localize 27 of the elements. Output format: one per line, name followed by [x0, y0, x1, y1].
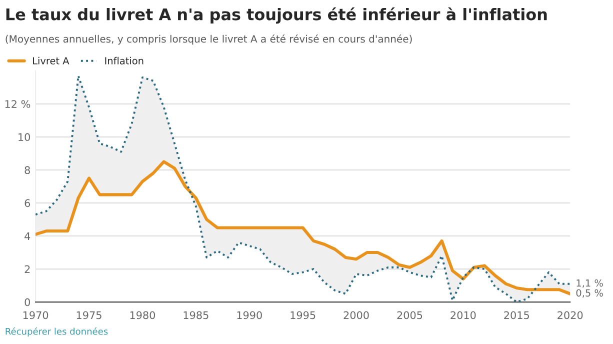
line-series — [36, 160, 570, 296]
x-tick-label: 1975 — [76, 311, 102, 320]
x-tick-label: 2020 — [558, 311, 583, 320]
x-tick-label: 1985 — [184, 311, 208, 320]
x-tick-label: 2015 — [504, 311, 529, 320]
x-tick-label: 2010 — [450, 311, 476, 320]
annotation: 0,5 % — [576, 289, 603, 298]
x-tick-label: 1995 — [290, 311, 316, 320]
chart-title: Le taux du livret A n'a pas toujours été inférieur à l'inflation — [6, 7, 547, 24]
chart-subtitle: (Moyennes annuelles, y compris lorsque le livret A a été révisé en cours d'année) — [6, 34, 412, 45]
y-tick-label: 4 — [24, 232, 30, 240]
line-series — [36, 74, 570, 302]
legend-label: Inflation — [105, 56, 144, 64]
annotation: 1,1 % — [576, 279, 603, 288]
y-tick-label: 2 — [24, 265, 30, 273]
x-tick-label: 1980 — [130, 311, 156, 320]
x-tick-label: 1970 — [23, 311, 48, 320]
legend-label: Livret A — [33, 56, 70, 64]
y-tick-label: 0 — [24, 298, 30, 306]
x-tick-label: 2005 — [397, 311, 422, 320]
text: Récupérer les données — [6, 327, 108, 337]
y-tick-label: 8 — [24, 166, 30, 174]
y-tick-label: 6 — [24, 199, 30, 208]
y-tick-label: 10 — [18, 133, 30, 142]
y-tick-label: 12 % — [5, 100, 30, 108]
x-tick-label: 1990 — [237, 311, 262, 320]
x-tick-label: 2000 — [344, 311, 369, 320]
